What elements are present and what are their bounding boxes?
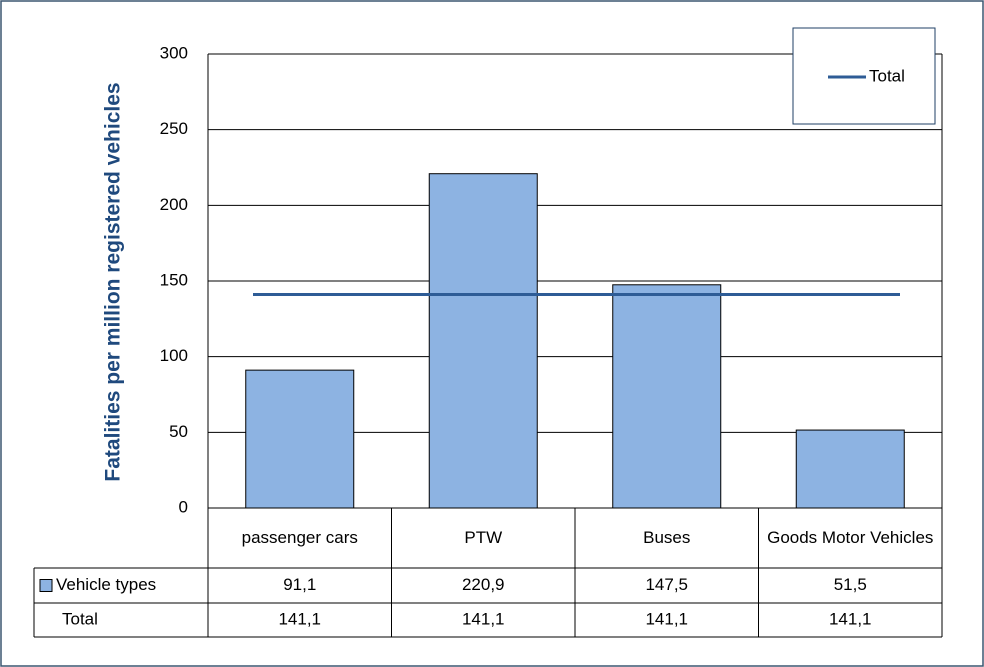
table-cell: passenger cars: [241, 528, 358, 547]
bar: [795, 429, 905, 509]
bar: [612, 284, 722, 509]
y-tick-label: 0: [179, 497, 188, 516]
cell-text: passenger cars: [241, 528, 358, 547]
y-tick-label: 100: [160, 346, 188, 365]
table-value: 141,1: [462, 609, 505, 628]
y-tick-label: 50: [169, 422, 188, 441]
y-tick-label: 200: [160, 195, 188, 214]
legend-label: Total: [869, 66, 905, 85]
table-cell: PTW: [464, 528, 503, 547]
table-value: 147,5: [645, 575, 688, 594]
row-header: Vehicle types: [56, 575, 156, 594]
table-value: 51,5: [834, 575, 867, 594]
cell-text: Buses: [643, 528, 691, 547]
table-value: 141,1: [278, 609, 321, 628]
y-tick-label: 250: [160, 119, 188, 138]
bar: [245, 369, 355, 509]
table-value: 141,1: [829, 609, 872, 628]
row-header: Total: [62, 609, 98, 628]
y-tick-label: 150: [160, 270, 188, 289]
y-axis-title: Fatalities per million registered vehicl…: [102, 82, 125, 481]
table-value: 91,1: [283, 575, 316, 594]
table-value: 141,1: [645, 609, 688, 628]
table-value: 220,9: [462, 575, 505, 594]
table-cell: Buses: [643, 528, 691, 547]
bar: [428, 173, 538, 509]
cell-text: PTW: [464, 528, 503, 547]
y-tick-label: 300: [160, 43, 188, 62]
legend-key: [39, 579, 53, 592]
cell-text: Goods Motor Vehicles: [767, 528, 934, 547]
table-cell: Goods Motor Vehicles: [767, 528, 934, 547]
